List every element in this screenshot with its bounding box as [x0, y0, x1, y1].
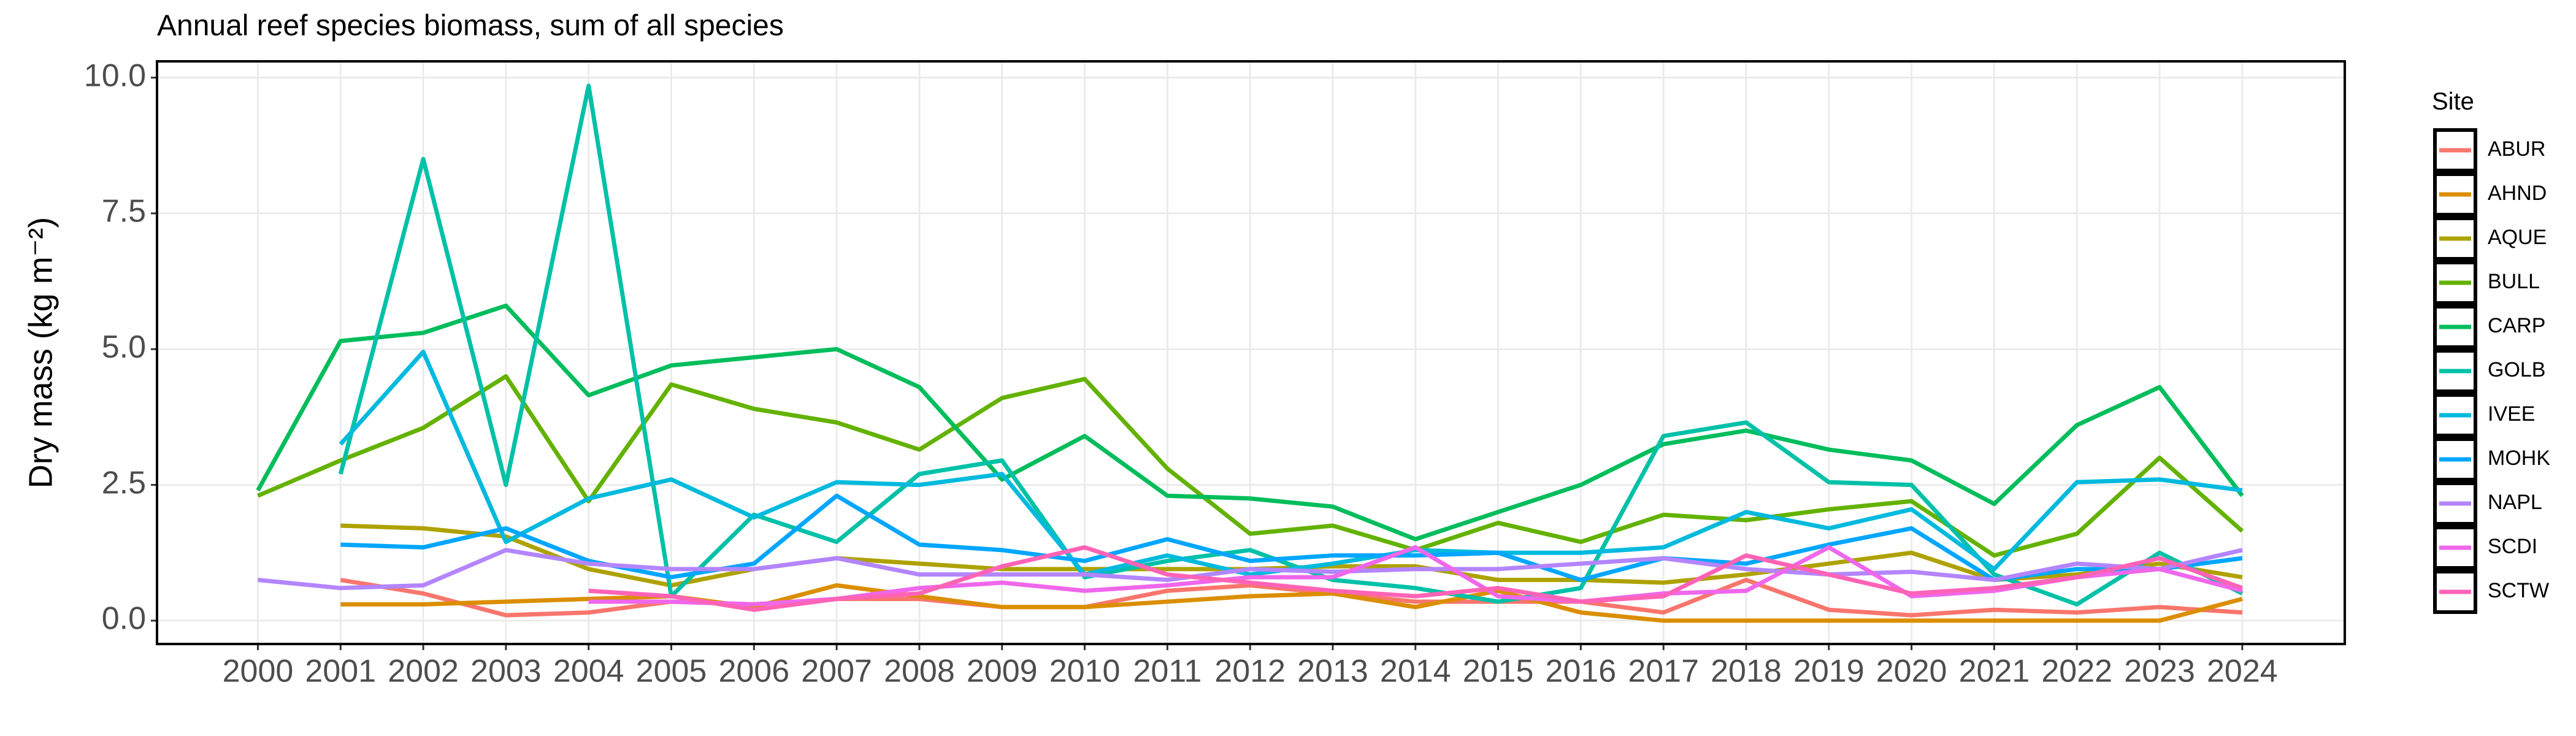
series-line: [588, 545, 2244, 612]
series-line: [257, 374, 2244, 558]
legend-label: AHND: [2488, 182, 2547, 205]
legend-label: SCTW: [2488, 579, 2549, 602]
y-axis-title: Dry mass (kg m⁻²): [22, 217, 59, 488]
series-line: [340, 493, 2243, 583]
x-tick-label: 2011: [1133, 654, 1202, 689]
chart-title: Annual reef species biomass, sum of all …: [157, 10, 784, 42]
x-tick-label: 2018: [1711, 654, 1782, 689]
x-tick-label: 2000: [223, 654, 294, 689]
x-tick-label: 2024: [2207, 654, 2278, 689]
x-tick-label: 2007: [801, 654, 872, 689]
legend-label: IVEE: [2488, 402, 2535, 426]
panel-border: [156, 60, 2346, 645]
series-line: [338, 83, 2244, 607]
x-tick-label: 2014: [1380, 654, 1451, 689]
y-tick-label: 10.0: [84, 58, 146, 93]
series-line: [256, 303, 2244, 542]
x-tick-label: 2001: [305, 654, 376, 689]
x-tick-label: 2004: [553, 654, 624, 689]
x-tick-label: 2008: [884, 654, 955, 689]
x-tick-label: 2016: [1546, 654, 1617, 689]
x-tick-label: 2003: [470, 654, 542, 689]
x-tick-label: 2013: [1297, 654, 1368, 689]
legend-label: GOLB: [2488, 358, 2545, 381]
x-tick-label: 2009: [967, 654, 1038, 689]
x-tick-label: 2002: [388, 654, 459, 689]
legend-label: BULL: [2488, 270, 2540, 293]
x-tick-label: 2015: [1463, 654, 1534, 689]
y-tick-label: 7.5: [102, 194, 146, 229]
legend-label: AQUE: [2488, 226, 2547, 249]
x-tick-label: 2023: [2124, 654, 2195, 689]
legend-label: SCDI: [2488, 535, 2537, 558]
y-tick-label: 5.0: [102, 329, 146, 365]
x-tick-label: 2021: [1959, 654, 2030, 689]
x-tick-label: 2012: [1214, 654, 1286, 689]
x-tick-label: 2005: [636, 654, 707, 689]
x-tick-label: 2006: [718, 654, 789, 689]
x-tick-label: 2010: [1049, 654, 1121, 689]
x-tick-label: 2022: [2041, 654, 2112, 689]
y-tick-label: 2.5: [102, 465, 146, 500]
legend-title: Site: [2432, 88, 2474, 115]
legend-label: ABUR: [2488, 137, 2545, 161]
y-tick-label: 0.0: [102, 601, 146, 637]
x-tick-label: 2020: [1876, 654, 1947, 689]
series-line: [339, 350, 2243, 577]
x-tick-label: 2019: [1793, 654, 1865, 689]
x-tick-label: 2017: [1628, 654, 1699, 689]
legend-label: NAPL: [2488, 491, 2542, 514]
legend-label: MOHK: [2488, 447, 2550, 470]
legend-label: CARP: [2488, 314, 2545, 337]
series-line: [258, 548, 2243, 591]
